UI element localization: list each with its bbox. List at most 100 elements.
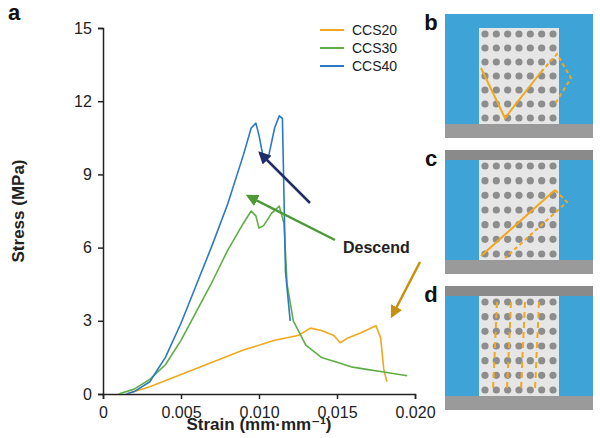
specimen-hole (527, 298, 534, 305)
specimen-hole (549, 86, 556, 93)
platen (445, 150, 593, 160)
legend-swatch (320, 29, 344, 31)
tick-mark (259, 394, 261, 399)
specimen-hole (493, 162, 500, 169)
specimen-hole (481, 298, 488, 305)
legend-item: CCS20 (320, 22, 397, 38)
specimen-hole (527, 177, 534, 184)
specimen-hole (504, 236, 511, 243)
specimen-hole (549, 236, 556, 243)
tick-label: 6 (83, 239, 92, 256)
specimen-hole (515, 192, 522, 199)
axis-line (98, 29, 104, 395)
specimen-hole (549, 357, 556, 364)
specimen-hole (515, 58, 522, 65)
crack-marks (481, 190, 567, 258)
specimen-hole (515, 328, 522, 335)
legend-label: CCS20 (352, 22, 397, 38)
tick-mark (98, 28, 103, 30)
specimen-hole (527, 72, 534, 79)
specimen-hole (493, 58, 500, 65)
tick-mark (98, 101, 103, 103)
specimen-hole (493, 221, 500, 228)
specimen-hole (493, 342, 500, 349)
tick-label: 0.020 (395, 404, 435, 421)
specimen-hole (481, 114, 488, 121)
specimen-hole (515, 86, 522, 93)
tick: 0 (83, 386, 103, 403)
platen (445, 396, 593, 410)
photo-background (445, 14, 593, 138)
specimen-hole (538, 86, 545, 93)
panel-label: a (8, 0, 21, 25)
specimen-hole (481, 386, 488, 393)
specimen-hole (481, 328, 488, 335)
specimen-hole (515, 250, 522, 257)
specimen-hole (538, 177, 545, 184)
specimen-hole (538, 192, 545, 199)
annotation-text: Descend (343, 239, 410, 256)
tick-label: 0 (83, 386, 92, 403)
specimen (479, 160, 559, 260)
tick-mark (98, 321, 103, 323)
specimen-hole (527, 357, 534, 364)
tick-mark (415, 394, 417, 399)
specimen-hole (481, 100, 488, 107)
specimen-hole (538, 372, 545, 379)
photo-panel (445, 286, 593, 410)
specimen-hole (504, 72, 511, 79)
specimen-hole (504, 58, 511, 65)
axis-line (104, 395, 416, 400)
panel-label: d (424, 282, 437, 307)
series-line (126, 326, 387, 394)
specimen-hole (515, 206, 522, 213)
specimen-hole (527, 372, 534, 379)
specimen-hole (515, 162, 522, 169)
specimen-hole (549, 221, 556, 228)
specimen-hole (527, 313, 534, 320)
specimen-hole (538, 44, 545, 51)
specimen-hole (481, 313, 488, 320)
tick: 9 (83, 166, 103, 183)
specimen (479, 296, 559, 396)
specimen-hole (504, 206, 511, 213)
specimen-hole (527, 30, 534, 37)
specimen-hole (538, 206, 545, 213)
legend-label: CCS30 (352, 40, 397, 56)
platen (445, 260, 593, 274)
specimen-hole (527, 386, 534, 393)
specimen-hole (481, 30, 488, 37)
specimen-hole (481, 221, 488, 228)
tick-label: 12 (74, 93, 92, 110)
tick-mark (337, 394, 339, 399)
specimen-hole (538, 162, 545, 169)
specimen-hole (549, 313, 556, 320)
panel-label: c (425, 146, 437, 171)
tick-label: 15 (74, 20, 92, 37)
specimen-hole (538, 100, 545, 107)
tick-mark (181, 394, 183, 399)
y-axis-title: Stress (MPa) (9, 160, 28, 263)
specimen-hole (549, 114, 556, 121)
photo-background (445, 286, 593, 410)
crack-marks (493, 302, 539, 390)
legend-swatch (320, 47, 344, 49)
specimen-hole (538, 250, 545, 257)
series-line (119, 206, 408, 394)
specimen-hole (504, 100, 511, 107)
specimen-hole (538, 30, 545, 37)
specimen-hole (481, 86, 488, 93)
specimen-hole (481, 236, 488, 243)
specimen-hole (515, 177, 522, 184)
specimen-hole (527, 100, 534, 107)
specimen-hole (549, 44, 556, 51)
legend-item: CCS40 (320, 58, 397, 74)
specimen-hole (481, 357, 488, 364)
specimen-hole (493, 72, 500, 79)
specimen-hole (493, 250, 500, 257)
specimen-hole (493, 114, 500, 121)
tick-mark (98, 174, 103, 176)
specimen-hole (481, 372, 488, 379)
plot: 00.0050.0100.0150.02003691215CCS20CCS30C… (74, 20, 436, 421)
specimen-hole (549, 177, 556, 184)
